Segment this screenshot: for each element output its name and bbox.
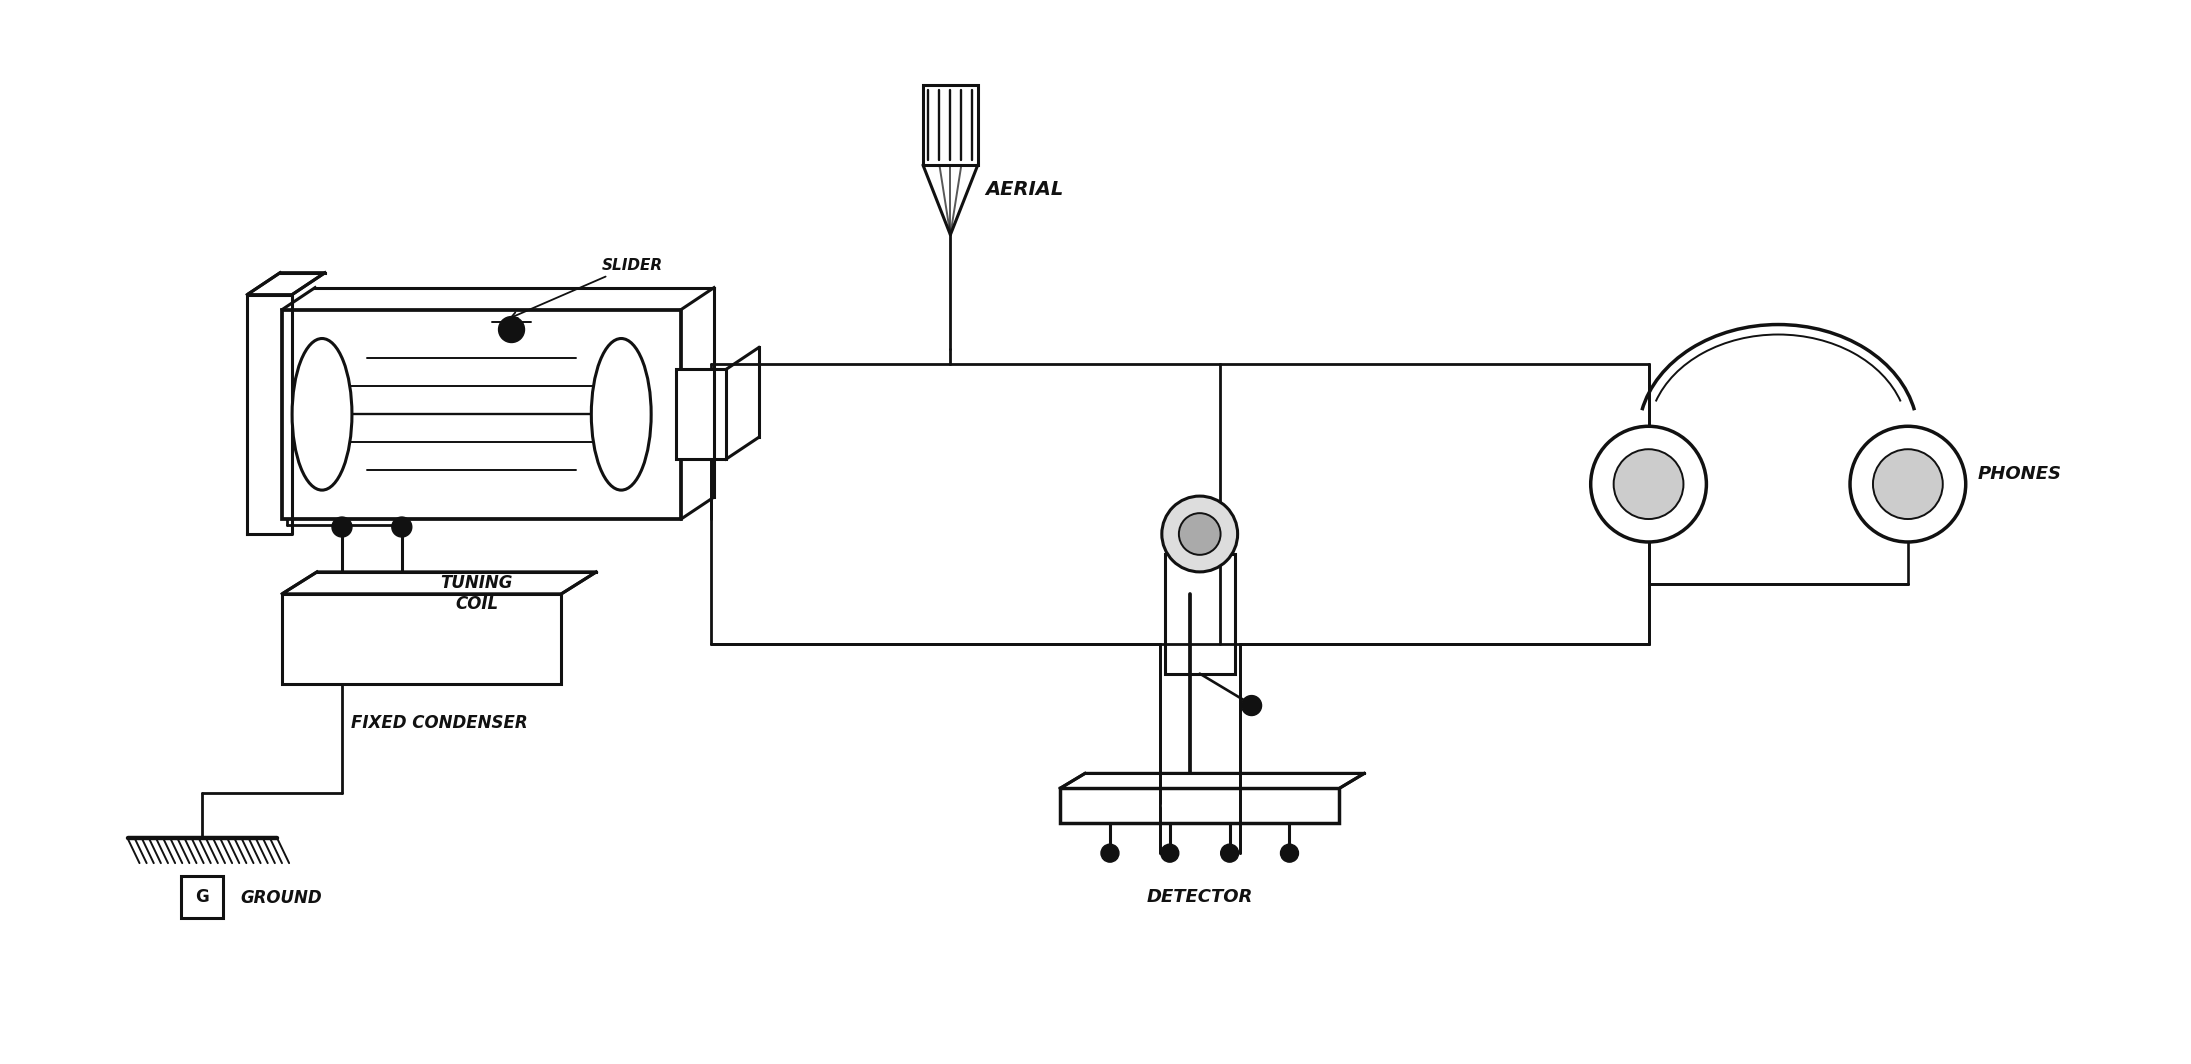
Circle shape [500,317,524,343]
Circle shape [1282,799,1297,813]
Bar [283,310,681,519]
Bar [283,594,561,683]
Circle shape [1163,799,1177,813]
Circle shape [1242,696,1262,715]
Circle shape [1613,449,1683,519]
Bar [1060,788,1339,824]
Circle shape [1220,844,1238,862]
Text: DETECTOR: DETECTOR [1146,888,1253,907]
Polygon shape [283,571,596,594]
Circle shape [1161,496,1238,571]
Circle shape [333,517,353,537]
Bar [182,876,223,918]
Circle shape [1280,844,1299,862]
Circle shape [1591,427,1707,542]
Circle shape [1102,844,1120,862]
Text: FIXED CONDENSER: FIXED CONDENSER [351,714,528,732]
Polygon shape [248,272,324,295]
Text: GROUND: GROUND [241,890,322,907]
Polygon shape [1060,774,1365,788]
Text: G: G [195,888,208,907]
Text: SLIDER: SLIDER [511,257,662,318]
Bar [677,369,725,460]
Ellipse shape [291,338,353,491]
Circle shape [1179,513,1220,554]
Text: PHONES: PHONES [1978,465,2062,483]
Text: TUNING
COIL: TUNING COIL [440,573,513,613]
Text: AERIAL: AERIAL [986,180,1063,199]
Circle shape [1873,449,1943,519]
Bar [922,85,977,165]
Ellipse shape [592,338,651,491]
Circle shape [1102,799,1117,813]
Circle shape [392,517,412,537]
Bar [1166,554,1236,674]
Circle shape [1849,427,1965,542]
Circle shape [1223,799,1236,813]
Circle shape [1161,844,1179,862]
